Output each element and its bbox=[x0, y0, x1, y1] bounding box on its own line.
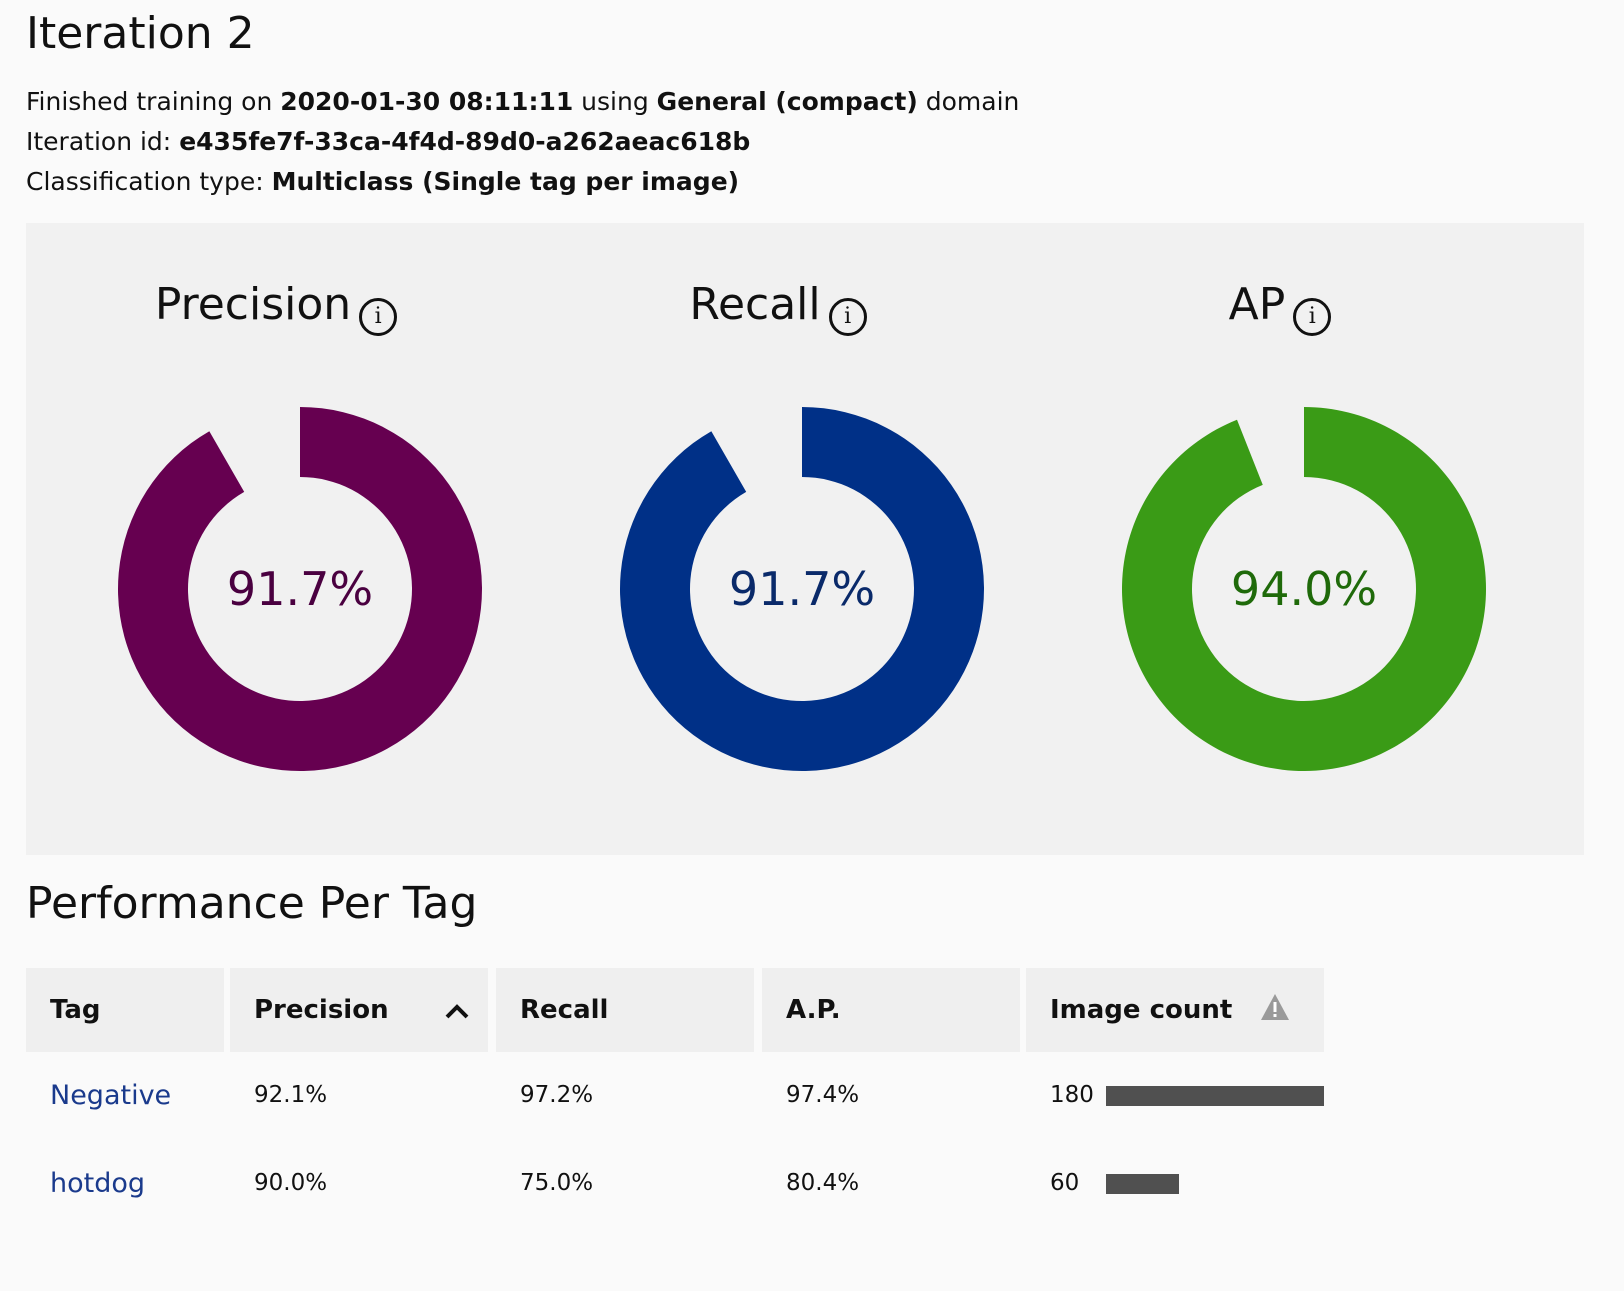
image-count-bar bbox=[1106, 1086, 1324, 1106]
column-header-tag[interactable]: Tag bbox=[26, 968, 224, 1052]
precision-value: 91.7% bbox=[226, 562, 374, 616]
finished-mid: using bbox=[573, 87, 657, 116]
ap-donut bbox=[1122, 407, 1486, 771]
precision-label: Precision bbox=[154, 279, 352, 330]
domain-name: General (compact) bbox=[656, 87, 918, 116]
column-header-recall-label: Recall bbox=[520, 995, 609, 1025]
table-row: hotdog bbox=[26, 1168, 224, 1199]
iteration-info: Finished training on 2020-01-30 08:11:11… bbox=[26, 82, 1019, 202]
image-count-bar bbox=[1106, 1174, 1179, 1194]
cell-ap: 80.4% bbox=[786, 1170, 860, 1196]
column-header-precision[interactable]: Precision bbox=[230, 968, 488, 1052]
info-icon[interactable]: i bbox=[1293, 298, 1332, 336]
precision-donut bbox=[118, 407, 483, 771]
recall-donut bbox=[620, 407, 984, 771]
ap-value: 94.0% bbox=[1230, 562, 1378, 616]
recall-title: Recall i bbox=[568, 279, 988, 336]
column-header-ap[interactable]: A.P. bbox=[762, 968, 1020, 1052]
performance-per-tag-title: Performance Per Tag bbox=[26, 878, 478, 929]
iteration-id-label: Iteration id: bbox=[26, 127, 180, 156]
cell-image-count: 180 bbox=[1050, 1082, 1094, 1108]
ap-metric: AP i 94.0% bbox=[1070, 223, 1490, 855]
iteration-id-line: Iteration id: e435fe7f-33ca-4f4d-89d0-a2… bbox=[26, 122, 1019, 162]
cell-image-count: 60 bbox=[1050, 1170, 1080, 1196]
warning-icon[interactable] bbox=[1259, 972, 1291, 1056]
finished-suffix: domain bbox=[917, 87, 1020, 116]
precision-metric: Precision i 91.7% bbox=[66, 223, 486, 855]
donut-arc bbox=[118, 407, 483, 771]
donut-arc bbox=[620, 407, 984, 771]
tag-link-hotdog[interactable]: hotdog bbox=[50, 1168, 146, 1199]
iteration-id-value: e435fe7f-33ca-4f4d-89d0-a262aeac618b bbox=[179, 127, 751, 156]
classification-type-line: Classification type: Multiclass (Single … bbox=[26, 162, 1019, 202]
chevron-up-icon[interactable] bbox=[444, 968, 470, 1052]
donut-arc bbox=[1122, 407, 1486, 771]
ap-title: AP i bbox=[1070, 279, 1490, 336]
table-row: Negative bbox=[26, 1080, 224, 1111]
classification-value: Multiclass (Single tag per image) bbox=[271, 167, 740, 196]
column-header-image-count-label: Image count bbox=[1050, 995, 1233, 1025]
tag-link-negative[interactable]: Negative bbox=[50, 1080, 172, 1111]
recall-label: Recall bbox=[689, 279, 821, 330]
column-header-recall[interactable]: Recall bbox=[496, 968, 754, 1052]
classification-label: Classification type: bbox=[26, 167, 272, 196]
metrics-panel: Precision i 91.7% Recall i 91.7% AP i 94.0% bbox=[26, 223, 1584, 855]
column-header-image-count[interactable]: Image count bbox=[1026, 968, 1324, 1052]
info-icon[interactable]: i bbox=[359, 298, 398, 336]
training-finished-line: Finished training on 2020-01-30 08:11:11… bbox=[26, 82, 1019, 122]
recall-metric: Recall i 91.7% bbox=[568, 223, 988, 855]
recall-value: 91.7% bbox=[728, 562, 876, 616]
precision-title: Precision i bbox=[66, 279, 486, 336]
column-header-precision-label: Precision bbox=[254, 995, 389, 1025]
cell-precision: 90.0% bbox=[254, 1170, 328, 1196]
finished-prefix: Finished training on bbox=[26, 87, 281, 116]
info-icon[interactable]: i bbox=[828, 298, 867, 336]
cell-ap: 97.4% bbox=[786, 1082, 860, 1108]
cell-recall: 75.0% bbox=[520, 1170, 594, 1196]
cell-recall: 97.2% bbox=[520, 1082, 594, 1108]
cell-precision: 92.1% bbox=[254, 1082, 328, 1108]
page-title: Iteration 2 bbox=[26, 8, 255, 59]
column-header-tag-label: Tag bbox=[50, 995, 101, 1025]
column-header-ap-label: A.P. bbox=[786, 995, 841, 1025]
ap-label: AP bbox=[1228, 279, 1286, 330]
finished-date: 2020-01-30 08:11:11 bbox=[280, 87, 574, 116]
